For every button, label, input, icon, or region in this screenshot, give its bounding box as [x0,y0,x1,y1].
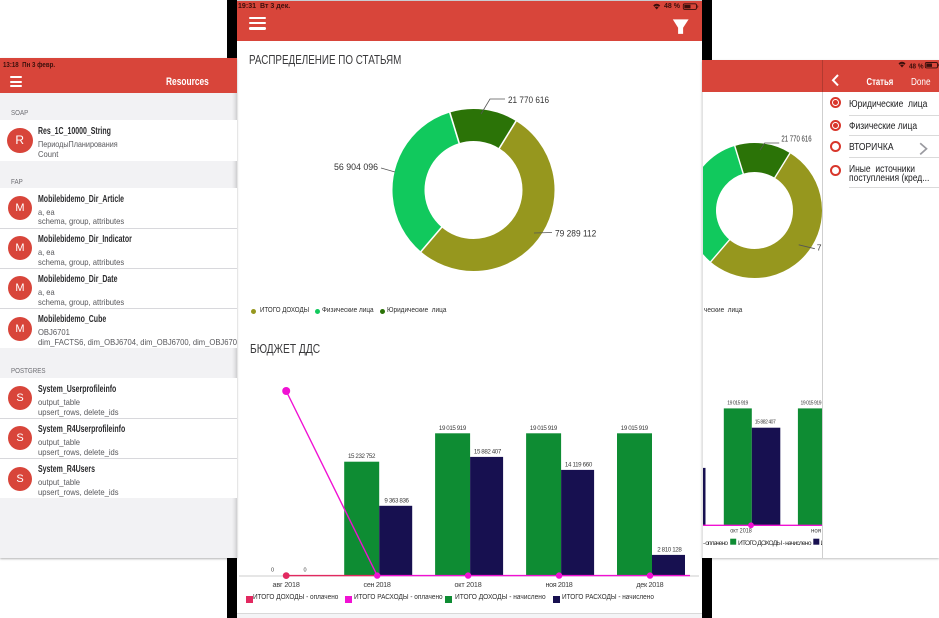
svg-text:ноя 2018: ноя 2018 [545,580,572,589]
svg-text:2 810 128: 2 810 128 [657,546,682,553]
svg-text:сен 2018: сен 2018 [364,580,391,589]
svg-text:19 015 919: 19 015 919 [727,400,748,406]
svg-text:авг 2018: авг 2018 [273,580,300,589]
svg-text:дек 2018: дек 2018 [636,580,663,589]
svg-text:ИТОГО ДОХОДЫ - начислено: ИТОГО ДОХОДЫ - начислено [738,540,812,547]
svg-text:9 363 836: 9 363 836 [384,497,409,504]
svg-text:- оплачено: - оплачено [703,540,728,547]
svg-text:Done: Done [911,77,931,88]
svg-text:15 232 752: 15 232 752 [348,453,376,460]
svg-text:79 289 112: 79 289 112 [555,229,596,240]
svg-text:19 015 919: 19 015 919 [439,425,467,432]
svg-text:56 904 096: 56 904 096 [334,162,378,173]
svg-text:21 770 616: 21 770 616 [508,95,549,106]
svg-text:окт 2018: окт 2018 [730,528,752,535]
svg-text:19 015 919: 19 015 919 [530,425,558,432]
svg-text:Статья: Статья [867,77,894,88]
svg-text:0: 0 [271,568,274,574]
svg-text:21 770 616: 21 770 616 [781,133,811,143]
svg-text:14 119 660: 14 119 660 [565,461,593,468]
svg-text:19 015 919: 19 015 919 [621,425,649,432]
svg-text:15 882 407: 15 882 407 [755,420,776,426]
svg-text:7: 7 [817,243,822,253]
svg-text:окт 2018: окт 2018 [454,580,481,589]
svg-text:48 %: 48 % [909,61,924,70]
svg-text:ноя: ноя [811,528,821,535]
svg-text:19 015 919: 19 015 919 [801,400,822,406]
svg-text:15 882 407: 15 882 407 [474,448,502,455]
svg-text:0: 0 [303,568,306,574]
